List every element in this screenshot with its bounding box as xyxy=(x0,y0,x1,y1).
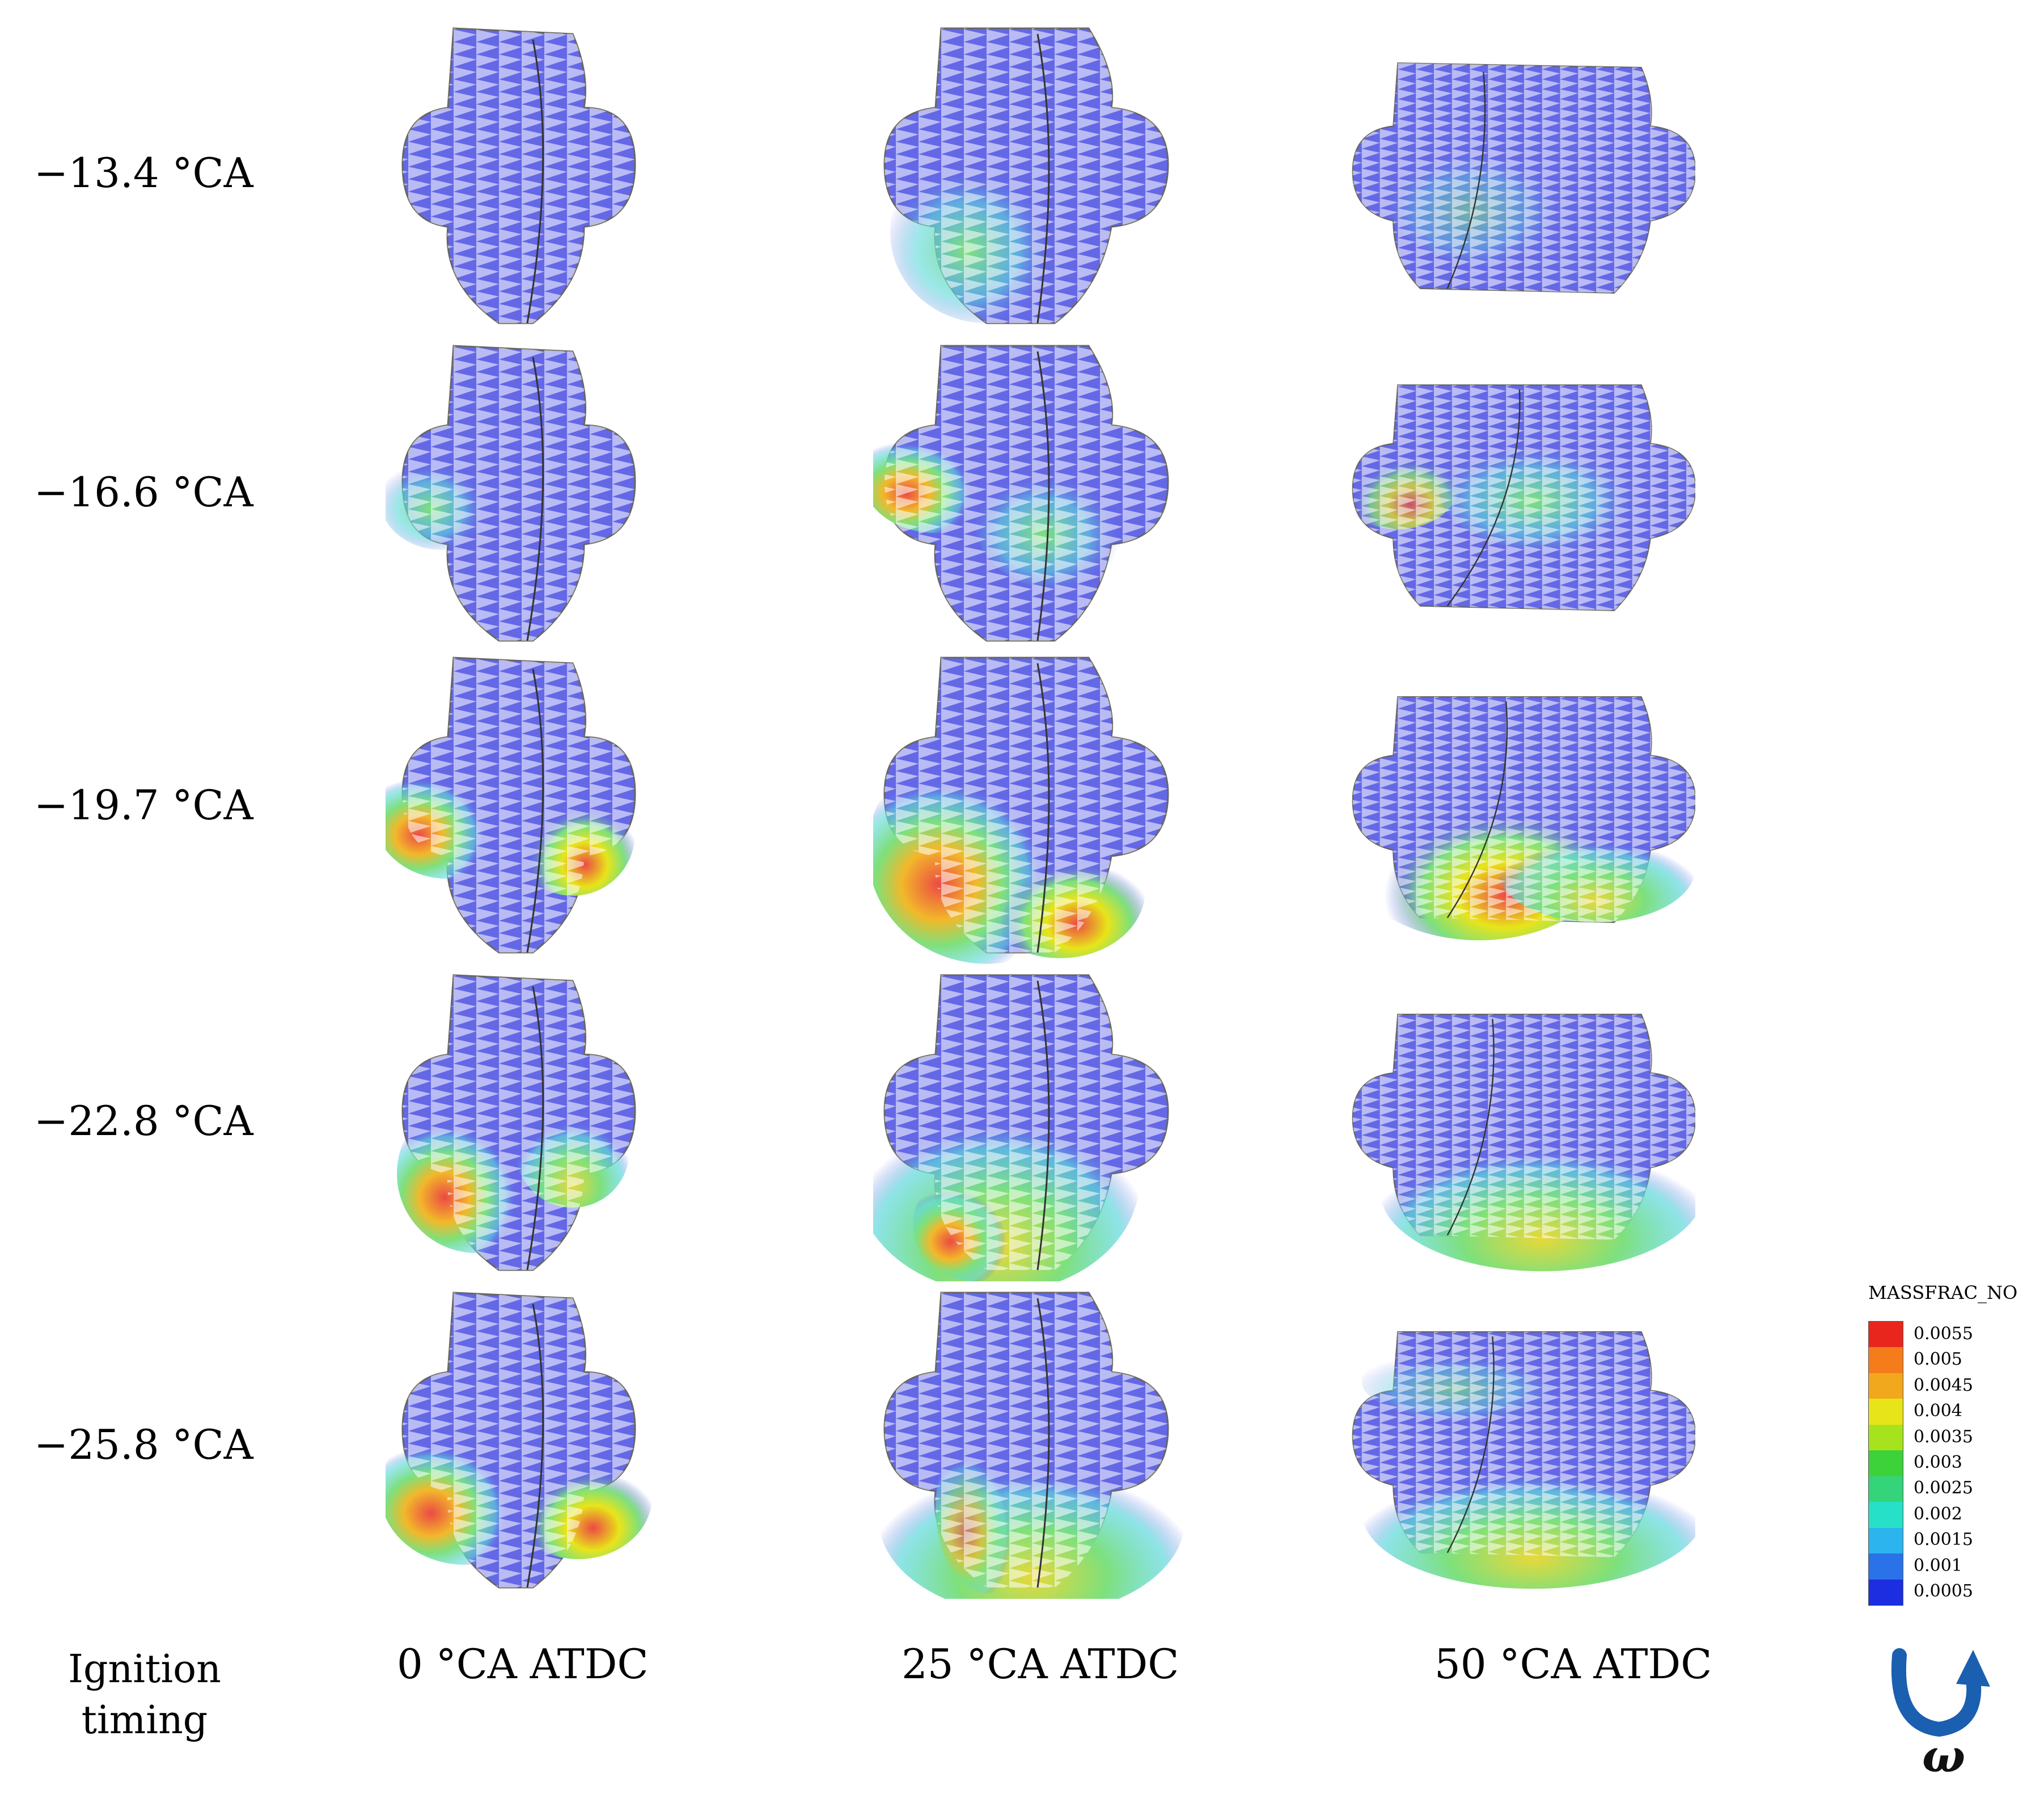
rotation-arrow-icon xyxy=(1882,1639,1996,1752)
legend-tick-label: 0.0055 xyxy=(1914,1323,1973,1344)
chamber-plot-r3-c3 xyxy=(1344,646,1695,964)
legend-colorbar xyxy=(1868,1321,1903,1606)
legend-tick-label: 0.0015 xyxy=(1914,1530,1973,1550)
chamber-plot-r5-c2 xyxy=(873,1281,1225,1599)
chamber-plot-r5-c3 xyxy=(1344,1281,1695,1599)
chamber-plot-r2-c1 xyxy=(386,335,737,652)
chamber-plot-r2-c2 xyxy=(873,335,1225,652)
legend-tick-label: 0.001 xyxy=(1914,1555,1962,1576)
colorbar-legend: MASSFRAC_NO 0.0055 0.005 0.0045 0.004 0.0035… xyxy=(1868,1281,2033,1622)
chamber-plot-r4-c3 xyxy=(1344,964,1695,1281)
chamber-plot-r1-c2 xyxy=(873,17,1225,335)
legend-swatch xyxy=(1869,1322,1903,1348)
chamber-plot-r5-c1 xyxy=(386,1281,737,1599)
chamber-plot-r3-c2 xyxy=(873,646,1225,964)
legend-tick-label: 0.002 xyxy=(1914,1504,1962,1524)
chamber-plot-r4-c1 xyxy=(386,964,737,1281)
chamber-plot-r3-c1 xyxy=(386,646,737,964)
legend-swatch xyxy=(1869,1347,1903,1374)
legend-swatch xyxy=(1869,1450,1903,1477)
legend-swatch xyxy=(1869,1373,1903,1400)
column-label-50: 50 °CA ATDC xyxy=(1434,1640,1712,1688)
legend-tick-label: 0.005 xyxy=(1914,1349,1962,1370)
legend-tick-label: 0.0045 xyxy=(1914,1375,1973,1395)
legend-swatch xyxy=(1869,1553,1903,1580)
chamber-plot-r1-c1 xyxy=(386,17,737,335)
ignition-timing-label: Ignition timing xyxy=(68,1647,221,1743)
omega-symbol: ω xyxy=(1922,1729,1966,1783)
legend-swatch xyxy=(1869,1399,1903,1425)
legend-title: MASSFRAC_NO xyxy=(1868,1282,2018,1303)
legend-tick-label: 0.0005 xyxy=(1914,1581,1973,1602)
legend-swatch xyxy=(1869,1424,1903,1451)
row-label-5: −25.8 °CA xyxy=(34,1421,253,1468)
chamber-plot-r4-c2 xyxy=(873,964,1225,1281)
legend-tick-label: 0.003 xyxy=(1914,1453,1962,1472)
legend-tick-label: 0.0035 xyxy=(1914,1426,1973,1447)
column-label-0: 0 °CA ATDC xyxy=(397,1640,649,1688)
chamber-plot-r1-c3 xyxy=(1344,17,1695,335)
legend-tick-label: 0.004 xyxy=(1914,1401,1962,1421)
legend-swatch xyxy=(1869,1527,1903,1555)
legend-tick-label: 0.0025 xyxy=(1914,1478,1973,1498)
row-label-4: −22.8 °CA xyxy=(34,1097,253,1145)
legend-swatch xyxy=(1869,1502,1903,1529)
legend-swatch xyxy=(1869,1579,1903,1606)
legend-swatch xyxy=(1869,1476,1903,1503)
chamber-plot-r2-c3 xyxy=(1344,335,1695,652)
row-label-3: −19.7 °CA xyxy=(34,781,253,829)
column-label-25: 25 °CA ATDC xyxy=(902,1640,1179,1688)
row-label-1: −13.4 °CA xyxy=(34,149,253,197)
row-label-2: −16.6 °CA xyxy=(34,468,253,516)
